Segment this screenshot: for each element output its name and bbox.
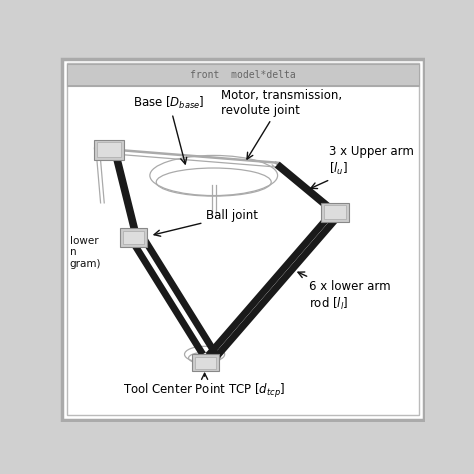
Text: 6 x lower arm
rod [$l_{l}$]: 6 x lower arm rod [$l_{l}$] — [298, 272, 390, 312]
Text: front  model*delta: front model*delta — [190, 70, 296, 80]
Text: 3 x Upper arm
[$l_{u}$]: 3 x Upper arm [$l_{u}$] — [311, 145, 414, 189]
Text: Base [$D_{base}$]: Base [$D_{base}$] — [133, 94, 205, 164]
Text: Ball joint: Ball joint — [154, 209, 258, 236]
Bar — [67, 85, 419, 87]
Bar — [192, 354, 219, 372]
Text: Motor, transmission,
revolute joint: Motor, transmission, revolute joint — [221, 89, 342, 159]
Bar — [324, 205, 346, 219]
Text: Tool Center Point TCP [$d_{tcp}$]: Tool Center Point TCP [$d_{tcp}$] — [123, 373, 286, 400]
Bar — [195, 356, 217, 369]
Bar — [120, 228, 147, 246]
Bar — [321, 203, 348, 222]
Bar — [97, 143, 121, 157]
Bar — [94, 140, 124, 160]
Text: lower
n
gram): lower n gram) — [70, 236, 101, 269]
Bar — [67, 64, 419, 86]
Bar — [123, 231, 144, 244]
